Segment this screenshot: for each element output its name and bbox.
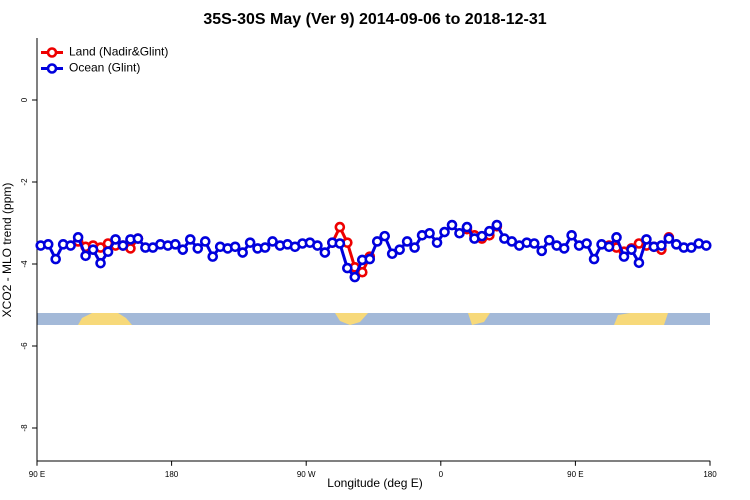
data-point	[65, 240, 76, 251]
data-point	[663, 233, 675, 244]
data-point	[334, 221, 346, 233]
ocean-mask	[37, 313, 710, 325]
data-point	[319, 247, 331, 258]
data-point	[184, 234, 196, 245]
data-point	[72, 232, 84, 243]
data-point	[611, 232, 622, 243]
data-point	[588, 253, 600, 265]
data-point	[603, 241, 615, 253]
y-tick-label: 0	[20, 97, 29, 102]
data-point	[342, 262, 353, 274]
data-point	[244, 237, 256, 248]
y-tick-label: -2	[20, 178, 29, 186]
data-point	[349, 271, 361, 283]
data-point	[476, 230, 488, 242]
data-point	[431, 237, 443, 248]
legend-label: Ocean (Glint)	[69, 61, 140, 75]
data-point	[364, 253, 376, 265]
data-point	[132, 233, 144, 244]
data-point	[95, 257, 106, 269]
data-point	[424, 227, 435, 239]
data-point	[558, 243, 570, 254]
data-point	[170, 239, 181, 250]
data-point	[229, 241, 241, 253]
data-point	[686, 242, 697, 253]
data-point	[177, 244, 189, 255]
data-point	[379, 230, 391, 242]
data-point	[641, 234, 652, 245]
data-point	[626, 244, 637, 255]
data-point	[700, 240, 712, 251]
data-point	[461, 221, 473, 233]
data-point	[110, 234, 121, 245]
data-point	[409, 242, 420, 253]
data-point	[237, 247, 248, 258]
data-point	[633, 257, 645, 269]
data-point	[401, 236, 413, 247]
x-tick-label: 90 E	[567, 470, 583, 479]
x-tick-label: 0	[439, 470, 444, 479]
land-mask	[468, 313, 490, 325]
data-point	[656, 240, 667, 251]
data-point	[528, 238, 540, 249]
data-point	[491, 219, 503, 231]
data-point	[543, 234, 555, 246]
data-point	[334, 238, 346, 249]
data-point	[312, 240, 323, 251]
legend-swatch-point	[46, 47, 58, 58]
data-point	[454, 227, 465, 239]
data-point	[618, 251, 630, 262]
data-point	[117, 240, 129, 251]
x-tick-label: 90 E	[29, 470, 45, 479]
x-tick-label: 180	[703, 470, 717, 479]
data-point	[199, 236, 211, 247]
data-point	[192, 243, 204, 254]
legend-label: Land (Nadir&Glint)	[69, 45, 168, 59]
data-point	[581, 238, 592, 249]
y-tick-label: -4	[20, 260, 29, 268]
legend-swatch-point	[46, 63, 58, 74]
data-point	[439, 226, 450, 238]
data-point	[386, 248, 398, 260]
data-point	[50, 253, 61, 265]
data-point	[42, 239, 54, 250]
y-tick-label: -8	[20, 424, 29, 432]
legend: Land (Nadir&Glint) Ocean (Glint)	[41, 45, 168, 75]
x-tick-label: 90 W	[297, 470, 316, 479]
data-point	[371, 236, 383, 247]
data-point	[80, 250, 91, 262]
data-point	[259, 242, 271, 253]
land-mask	[78, 313, 132, 325]
data-point	[102, 246, 114, 257]
y-tick-label: -6	[20, 342, 29, 350]
data-point	[536, 245, 548, 257]
data-point	[446, 219, 458, 231]
y-axis-label: XCO2 - MLO trend (ppm)	[0, 183, 14, 318]
data-point	[484, 225, 495, 237]
data-point	[87, 244, 99, 255]
data-point	[506, 236, 518, 247]
chart-title: 35S-30S May (Ver 9) 2014-09-06 to 2018-1…	[203, 11, 546, 28]
data-point	[394, 244, 405, 255]
data-point	[207, 251, 219, 262]
land-mask	[335, 313, 368, 325]
surface-mask	[37, 313, 710, 325]
data-point	[267, 236, 278, 247]
x-tick-label: 180	[165, 470, 179, 479]
data-point	[566, 230, 577, 241]
x-axis-label: Longitude (deg E)	[327, 476, 422, 490]
land-mask	[614, 313, 668, 325]
